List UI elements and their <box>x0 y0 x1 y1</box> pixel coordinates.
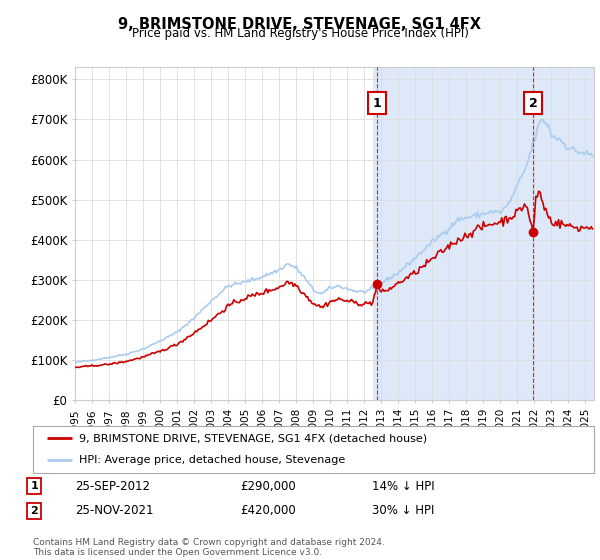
Text: 2: 2 <box>529 97 538 110</box>
Text: HPI: Average price, detached house, Stevenage: HPI: Average price, detached house, Stev… <box>79 455 345 465</box>
Bar <box>373 67 594 400</box>
Text: 9, BRIMSTONE DRIVE, STEVENAGE, SG1 4FX (detached house): 9, BRIMSTONE DRIVE, STEVENAGE, SG1 4FX (… <box>79 433 427 444</box>
Text: 9, BRIMSTONE DRIVE, STEVENAGE, SG1 4FX: 9, BRIMSTONE DRIVE, STEVENAGE, SG1 4FX <box>119 17 482 32</box>
Text: £290,000: £290,000 <box>240 479 296 493</box>
Text: 25-NOV-2021: 25-NOV-2021 <box>75 504 154 517</box>
Text: £420,000: £420,000 <box>240 504 296 517</box>
Text: 1: 1 <box>31 481 38 491</box>
Text: 2: 2 <box>31 506 38 516</box>
Text: 14% ↓ HPI: 14% ↓ HPI <box>372 479 434 493</box>
Text: 25-SEP-2012: 25-SEP-2012 <box>75 479 150 493</box>
Text: 30% ↓ HPI: 30% ↓ HPI <box>372 504 434 517</box>
Text: Price paid vs. HM Land Registry's House Price Index (HPI): Price paid vs. HM Land Registry's House … <box>131 27 469 40</box>
Text: 1: 1 <box>373 97 382 110</box>
Text: Contains HM Land Registry data © Crown copyright and database right 2024.
This d: Contains HM Land Registry data © Crown c… <box>33 538 385 557</box>
